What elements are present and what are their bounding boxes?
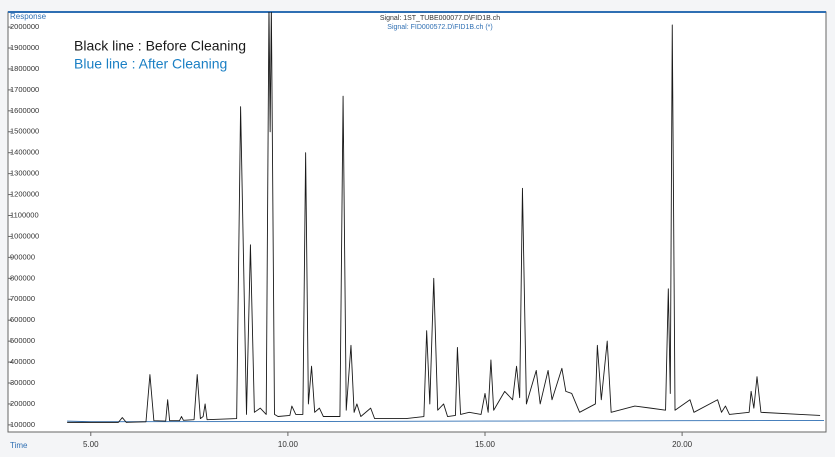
y-tick-label: 1400000 (10, 148, 39, 157)
x-tick-label: 20.00 (672, 440, 693, 449)
annotation: Blue line : After Cleaning (74, 56, 227, 72)
y-tick-label: 1100000 (10, 210, 39, 219)
x-tick-label: 15.00 (475, 440, 496, 449)
x-axis-label: Time (10, 441, 28, 450)
y-tick-label: 200000 (10, 399, 35, 408)
plot-area (67, 12, 825, 423)
y-tick-label: 400000 (10, 357, 35, 366)
y-tick-label: 1800000 (10, 64, 39, 73)
y-tick-label: 1600000 (10, 106, 39, 115)
y-tick-label: 100000 (10, 420, 35, 429)
y-tick-label: 1300000 (10, 169, 39, 178)
y-tick-label: 1700000 (10, 85, 39, 94)
y-tick-label: 1900000 (10, 43, 39, 52)
series-line (67, 420, 825, 423)
y-tick-label: 900000 (10, 252, 35, 261)
y-tick-label: 500000 (10, 336, 35, 345)
series-line (67, 12, 821, 423)
y-tick-label: 2000000 (10, 22, 39, 31)
y-tick-label: 600000 (10, 315, 35, 324)
y-tick-label: 1500000 (10, 127, 39, 136)
chart-subtitle: Signal: FID000572.D\FID1B.ch (*) (387, 24, 492, 31)
y-tick-label: 800000 (10, 273, 35, 282)
y-axis-label: Response (10, 12, 47, 21)
y-tick-label: 1200000 (10, 190, 39, 199)
y-tick-label: 1000000 (10, 231, 39, 240)
x-tick-label: 10.00 (278, 440, 299, 449)
x-tick-label: 5.00 (83, 440, 99, 449)
plot-frame (7, 11, 827, 433)
chart-title: Signal: 1ST_TUBE000077.D\FID1B.ch (380, 15, 500, 22)
y-tick-label: 700000 (10, 294, 35, 303)
annotation: Black line : Before Cleaning (74, 38, 246, 54)
y-tick-label: 300000 (10, 378, 35, 387)
